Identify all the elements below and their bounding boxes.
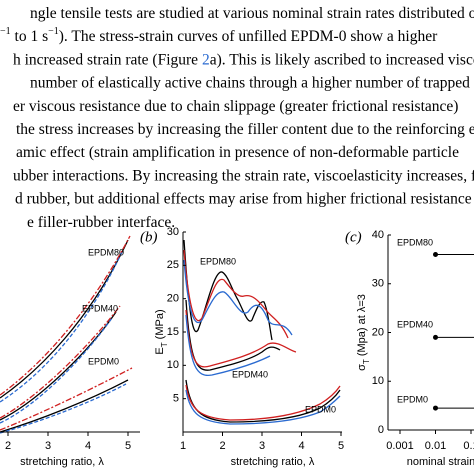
- panel-label: (b): [140, 229, 158, 245]
- curve-label: EPDM0: [305, 404, 336, 414]
- text-span: 2: [202, 51, 210, 68]
- y-tick-label: 30: [372, 278, 384, 290]
- y-label-part: σ: [356, 364, 368, 371]
- text-line: the stress increases by increasing the f…: [16, 121, 474, 138]
- curve-label: EPDM40: [82, 303, 118, 313]
- y-label-part: (MPa): [154, 309, 166, 342]
- x-tick-label: 0.001: [386, 440, 414, 452]
- text-span: h increased strain rate (Figure: [13, 51, 202, 68]
- text-line: number of elastically active chains thro…: [30, 74, 474, 91]
- y-tick-label: 15: [167, 326, 179, 338]
- text-span: −1: [0, 26, 11, 37]
- text-line: e filler-rubber interface.: [27, 213, 175, 230]
- text-span: the stress increases by increasing the f…: [16, 121, 474, 138]
- text-line: ubber interactions. By increasing the st…: [13, 167, 474, 184]
- y-label-part: E: [154, 347, 166, 354]
- y-label-part: (Mpa) at λ=3: [356, 294, 368, 359]
- y-tick-label: 5: [173, 393, 179, 405]
- text-span: er viscous resistance due to chain slipp…: [13, 97, 458, 114]
- text-line: h increased strain rate (Figure 2a). Thi…: [13, 51, 474, 68]
- text-line: amic effect (strain amplification in pre…: [16, 144, 459, 161]
- y-tick-label: 20: [167, 293, 179, 305]
- text-span: −1: [48, 26, 59, 37]
- x-tick-label: 1: [180, 440, 186, 452]
- y-label-part: T: [160, 342, 169, 347]
- text-span: number of elastically active chains thro…: [30, 74, 474, 91]
- x-tick-label: 3: [259, 440, 265, 452]
- y-label-part: T: [362, 359, 371, 364]
- x-tick-label: 4: [298, 440, 304, 452]
- y-tick-label: 40: [372, 229, 384, 241]
- text-line: ngle tensile tests are studied at variou…: [30, 5, 474, 22]
- y-tick-label: 25: [167, 259, 179, 271]
- x-tick-label: 2: [5, 440, 11, 452]
- text-span: to 1 s: [11, 28, 48, 45]
- x-tick-label: 4: [85, 440, 91, 452]
- text-line: −1 to 1 s−1). The stress-strain curves o…: [0, 26, 438, 45]
- text-span: a). This is likely ascribed to increased…: [210, 51, 474, 68]
- figure-a-curves: [0, 235, 140, 434]
- x-tick-label: 5: [125, 440, 131, 452]
- text-span: d rubber, but additional effects may ari…: [15, 190, 472, 207]
- x-tick-label: 3: [45, 440, 51, 452]
- y-tick-label: 20: [372, 326, 384, 338]
- text-span: ngle tensile tests are studied at variou…: [30, 5, 474, 22]
- text-span: ). The stress-strain curves of unfilled …: [59, 28, 438, 45]
- curve-label: EPDM80: [88, 247, 124, 257]
- curve-label: EPDM0: [397, 394, 428, 404]
- x-tick-label: 5: [338, 440, 344, 452]
- curve-label: EPDM0: [88, 356, 119, 366]
- y-tick-label: 0: [378, 424, 384, 436]
- curve-label: EPDM40: [232, 369, 268, 379]
- panel-label: (c): [345, 229, 362, 245]
- y-tick-label: 10: [167, 359, 179, 371]
- text-span: ubber interactions. By increasing the st…: [13, 167, 474, 184]
- y-axis-label: ET (MPa): [154, 309, 169, 354]
- x-axis-label: stretching ratio, λ: [231, 456, 315, 468]
- x-axis-label: nominal strain: [407, 456, 474, 468]
- text-line: er viscous resistance due to chain slipp…: [13, 97, 458, 114]
- x-tick-label: 0.1: [463, 440, 474, 452]
- curve-label: EPDM80: [200, 256, 236, 266]
- text-span: amic effect (strain amplification in pre…: [16, 144, 459, 161]
- x-axis-label: stretching ratio, λ: [20, 456, 104, 468]
- curve-label: EPDM80: [397, 237, 433, 247]
- curve-label: EPDM40: [397, 319, 433, 329]
- x-tick-label: 2: [219, 440, 225, 452]
- text-line: d rubber, but additional effects may ari…: [15, 190, 472, 207]
- figure-b-curves: [183, 239, 341, 425]
- y-axis-label: σT (Mpa) at λ=3: [356, 294, 371, 371]
- y-tick-label: 30: [167, 226, 179, 238]
- x-tick-label: 0.01: [425, 440, 446, 452]
- y-tick-label: 10: [372, 375, 384, 387]
- text-span: e filler-rubber interface.: [27, 213, 175, 230]
